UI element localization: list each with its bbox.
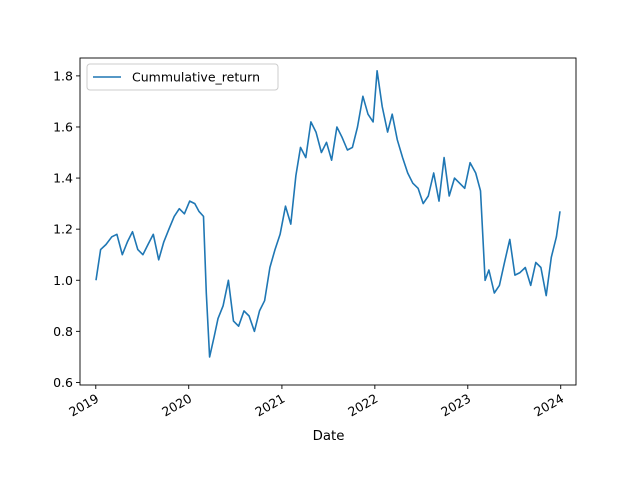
y-tick-label: 1.8 [53, 68, 73, 83]
y-tick-label: 1.0 [53, 273, 73, 288]
y-tick-label: 0.8 [53, 324, 73, 339]
y-tick-label: 1.4 [53, 171, 73, 186]
legend-box [86, 63, 279, 91]
legend-entry: Cummulative_return [132, 70, 260, 85]
y-tick-label: 1.2 [53, 222, 73, 237]
series-line-0 [95, 70, 561, 358]
y-tick-label: 0.6 [53, 375, 73, 390]
x-axis-label: Date [313, 429, 345, 444]
legend: Cummulative_return [86, 63, 279, 91]
axes-frame [79, 57, 577, 386]
y-tick-label: 1.6 [53, 119, 73, 134]
